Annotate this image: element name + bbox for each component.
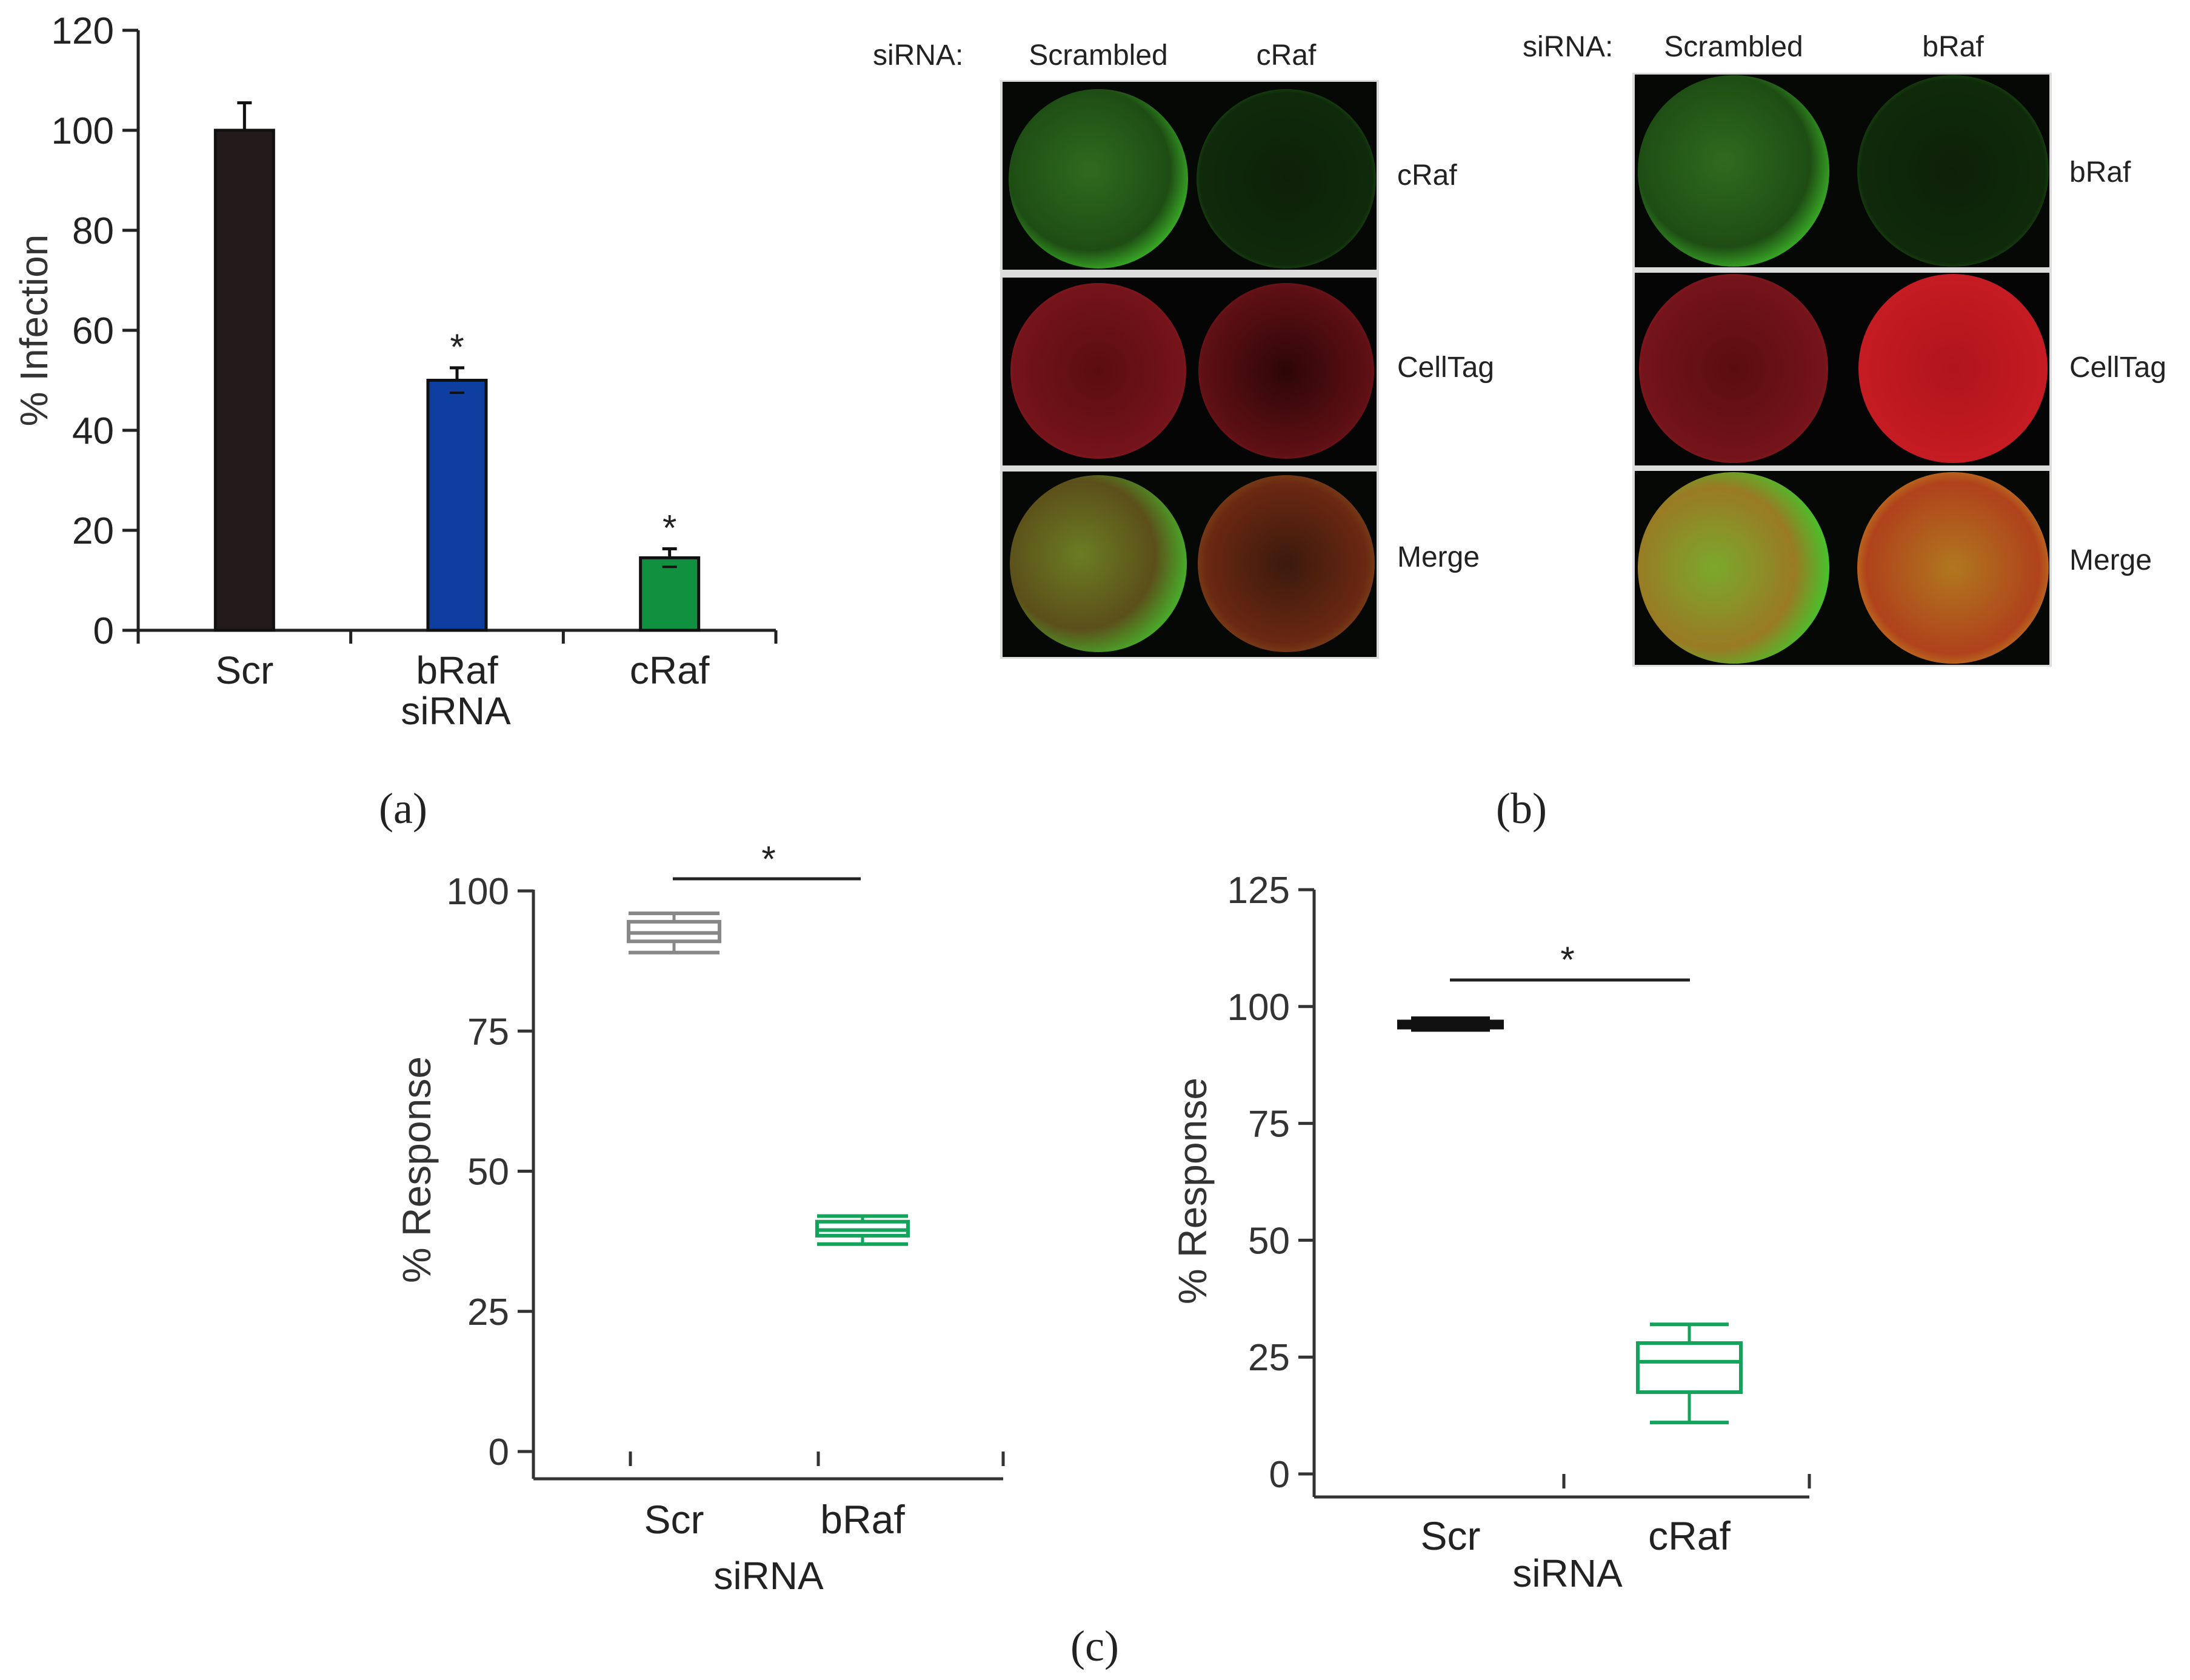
y-tick-label: 100 <box>52 110 114 152</box>
image-panel-left: siRNA: Scrambled cRaf cRaf CellTag Merge <box>873 39 1494 659</box>
y-tick-label: 120 <box>52 10 114 52</box>
row-label: Merge <box>1397 541 1480 573</box>
y-tick-label: 25 <box>1248 1337 1290 1379</box>
x-axis-label: siRNA <box>713 1554 824 1598</box>
well-image <box>1198 475 1375 652</box>
y-tick-label: 25 <box>467 1292 509 1333</box>
well-image <box>1858 274 2048 463</box>
image-panel-right: siRNA: Scrambled bRaf bRaf CellTag Merge <box>1523 31 2166 667</box>
y-tick-label: 100 <box>447 871 509 913</box>
well-image <box>1009 89 1188 268</box>
x-tick-label: cRaf <box>630 648 710 692</box>
column-label: bRaf <box>1922 31 1984 63</box>
sirna-label: siRNA: <box>1523 31 1613 63</box>
well-image <box>1857 472 2049 664</box>
infection-bar-chart: 0 20 40 60 80 100 120 Scr * bRaf * cRaf % Infectio… <box>12 10 778 733</box>
x-tick-label: cRaf <box>1648 1513 1731 1558</box>
well-image <box>1197 89 1376 268</box>
y-tick-label: 100 <box>1227 987 1290 1028</box>
well-image <box>1010 475 1187 652</box>
x-tick-label: bRaf <box>416 648 498 692</box>
well-image <box>1638 472 1829 664</box>
significance-marker: * <box>1560 939 1574 980</box>
x-tick-label: bRaf <box>820 1497 905 1542</box>
row-label: bRaf <box>2069 156 2131 188</box>
y-axis-label: % Response <box>1170 1078 1215 1304</box>
significance-marker: * <box>450 327 464 367</box>
y-axis-label: % Response <box>394 1056 439 1283</box>
y-tick-label: 50 <box>467 1152 509 1193</box>
y-tick-label: 75 <box>467 1011 509 1053</box>
panel-label-a: (a) <box>379 784 427 833</box>
y-tick-label: 80 <box>72 210 114 252</box>
panel-label-c: (c) <box>1070 1622 1119 1670</box>
significance-marker: * <box>663 508 676 548</box>
column-label: Scrambled <box>1664 31 1803 63</box>
y-tick-label: 20 <box>72 510 114 552</box>
x-axis-label: siRNA <box>1512 1552 1623 1595</box>
column-label: cRaf <box>1257 39 1317 72</box>
bar <box>213 128 275 632</box>
y-tick-label: 125 <box>1227 870 1290 912</box>
y-axis-label: % Infection <box>12 235 56 427</box>
well-image <box>1638 75 1829 267</box>
well-image <box>1639 274 1828 463</box>
y-tick-label: 0 <box>93 610 114 652</box>
row-label: Merge <box>2069 544 2152 576</box>
y-tick-label: 60 <box>72 310 114 352</box>
x-axis-label: siRNA <box>401 689 511 733</box>
x-tick-label: Scr <box>215 648 273 692</box>
y-tick-label: 75 <box>1248 1104 1290 1145</box>
y-tick-label: 40 <box>72 410 114 452</box>
response-box-plot-craf: 0 25 50 75 100 125 Scr cRaf * % Response siRNA <box>1170 870 1811 1595</box>
x-tick-label: Scr <box>644 1497 704 1542</box>
x-tick-label: Scr <box>1421 1513 1481 1558</box>
row-label: CellTag <box>1397 352 1494 384</box>
response-box-plot-braf: 0 25 50 75 100 Scr bRaf * % Response siRNA <box>394 839 1005 1598</box>
bar <box>426 379 488 632</box>
panel-label-b: (b) <box>1496 784 1547 833</box>
box <box>1636 1341 1743 1395</box>
well-image <box>1010 283 1186 459</box>
bar <box>639 556 701 632</box>
y-tick-label: 50 <box>1248 1220 1290 1262</box>
sirna-label: siRNA: <box>873 39 963 72</box>
row-label: CellTag <box>2069 352 2166 384</box>
column-label: Scrambled <box>1029 39 1167 72</box>
well-image <box>1198 283 1374 459</box>
row-label: cRaf <box>1397 159 1457 192</box>
y-tick-label: 0 <box>1269 1454 1290 1496</box>
y-tick-label: 0 <box>489 1432 509 1473</box>
significance-marker: * <box>761 839 775 879</box>
well-image <box>1857 75 2049 267</box>
